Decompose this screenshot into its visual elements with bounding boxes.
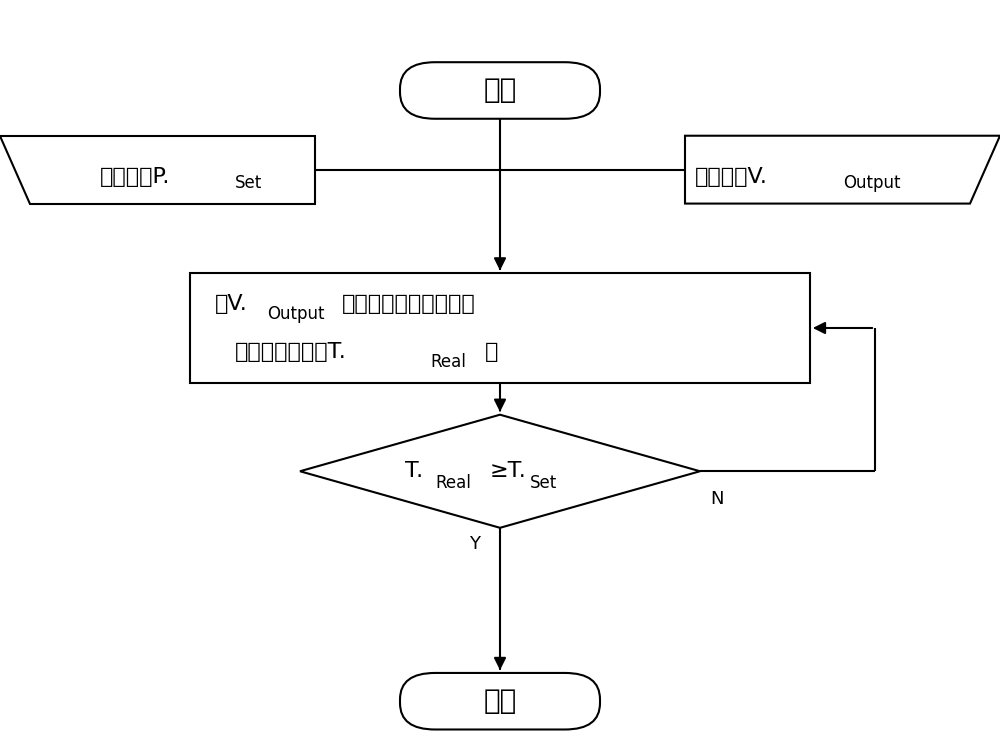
Text: 压制时间P.: 压制时间P. bbox=[100, 167, 170, 187]
Text: Set: Set bbox=[530, 474, 557, 492]
Polygon shape bbox=[0, 136, 315, 204]
Text: ≥T.: ≥T. bbox=[490, 461, 527, 481]
Text: Y: Y bbox=[469, 535, 480, 553]
Text: 时间计时，记为T.: 时间计时，记为T. bbox=[235, 342, 347, 362]
Text: 结束: 结束 bbox=[483, 687, 517, 716]
Text: T.: T. bbox=[405, 461, 423, 481]
Polygon shape bbox=[300, 415, 700, 528]
Text: 。: 。 bbox=[485, 342, 498, 362]
Text: 压制速度V.: 压制速度V. bbox=[695, 167, 768, 187]
Text: 指令进行压制，对压制: 指令进行压制，对压制 bbox=[342, 294, 476, 314]
Bar bbox=[190, 274, 810, 383]
Text: Output: Output bbox=[843, 174, 900, 192]
Text: Output: Output bbox=[267, 305, 324, 323]
Polygon shape bbox=[685, 136, 1000, 204]
Text: 以V.: 以V. bbox=[215, 294, 248, 314]
Text: 开始: 开始 bbox=[483, 76, 517, 105]
Text: Real: Real bbox=[435, 474, 471, 492]
Text: Real: Real bbox=[430, 353, 466, 371]
FancyBboxPatch shape bbox=[400, 63, 600, 119]
Text: Set: Set bbox=[235, 174, 262, 192]
FancyBboxPatch shape bbox=[400, 673, 600, 730]
Text: N: N bbox=[710, 490, 724, 508]
